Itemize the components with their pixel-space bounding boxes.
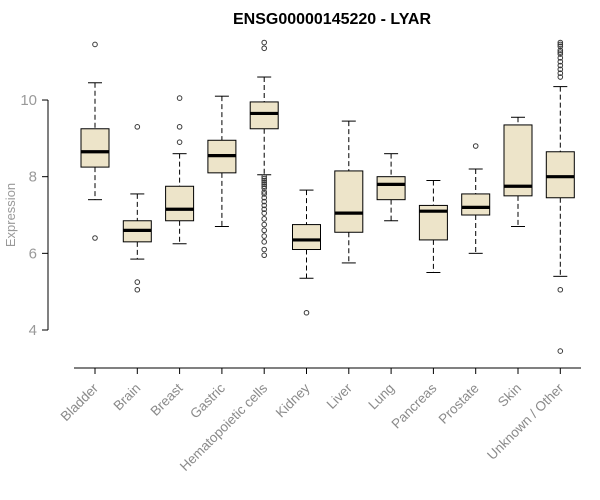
outlier-point	[261, 181, 268, 188]
chart-title: ENSG00000145220 - LYAR	[233, 11, 432, 28]
outlier-point	[261, 252, 268, 259]
x-tick-label: Skin	[495, 381, 524, 410]
outlier-point	[176, 95, 183, 101]
outlier-point	[557, 286, 564, 293]
outlier-point	[261, 39, 268, 46]
outlier-point	[557, 58, 564, 65]
outlier-point	[92, 235, 98, 241]
outlier-point	[261, 191, 268, 197]
outlier-point	[261, 45, 268, 52]
boxplot-brain	[122, 124, 152, 293]
boxplot-pancreas	[418, 180, 448, 274]
boxplot-skin	[503, 116, 533, 228]
y-axis-label: Expression	[3, 183, 18, 247]
outlier-point	[261, 189, 268, 195]
boxplot-unknown-other	[545, 39, 575, 354]
outlier-point	[261, 233, 268, 239]
x-tick-label: Kidney	[273, 380, 313, 420]
y-tick-label: 4	[29, 322, 37, 339]
outlier-point	[303, 309, 310, 316]
outlier-point	[261, 173, 268, 180]
outlier-point	[261, 239, 268, 245]
outlier-point	[261, 185, 268, 191]
outlier-point	[261, 206, 268, 213]
y-tick-label: 6	[29, 245, 37, 262]
x-tick-label: Prostate	[436, 381, 482, 427]
outlier-point	[557, 66, 564, 73]
outlier-point	[134, 286, 141, 293]
x-tick-label: Unknown / Other	[484, 380, 567, 463]
outlier-point	[134, 124, 141, 130]
x-tick-label: Gastric	[187, 380, 228, 421]
outlier-point	[557, 74, 564, 80]
outlier-point	[261, 177, 268, 184]
outlier-point	[261, 216, 268, 222]
outlier-point	[134, 279, 141, 285]
y-tick-label: 10	[20, 92, 37, 109]
outlier-point	[92, 41, 98, 48]
x-tick-label: Brain	[111, 381, 144, 414]
outlier-point	[557, 55, 564, 61]
boxplot-breast	[165, 95, 195, 245]
x-tick-label: Breast	[148, 380, 186, 418]
outlier-point	[261, 210, 268, 216]
outlier-point	[261, 179, 268, 186]
outlier-point	[261, 246, 268, 253]
boxplot-liver	[334, 120, 364, 264]
boxplot-gastric	[207, 95, 237, 228]
outlier-point	[176, 139, 183, 145]
outlier-point	[472, 143, 479, 149]
outlier-point	[261, 227, 268, 234]
x-tick-label: Bladder	[58, 380, 102, 424]
y-axis: 4 6 8 10	[20, 92, 49, 339]
outlier-point	[261, 183, 268, 190]
boxplot-lung	[376, 153, 406, 222]
outlier-point	[261, 198, 268, 205]
boxplot-hematopoietic-cells	[249, 39, 279, 259]
outlier-point	[261, 202, 268, 209]
outlier-point	[557, 39, 564, 46]
x-tick-label: Lung	[365, 381, 397, 413]
outlier-point	[261, 221, 268, 228]
outlier-point	[261, 175, 268, 182]
outlier-point	[557, 70, 564, 76]
outlier-point	[557, 348, 564, 354]
outlier-point	[557, 62, 564, 69]
y-tick-label: 8	[29, 169, 37, 186]
boxplot-kidney	[292, 189, 321, 316]
x-tick-label: Pancreas	[389, 380, 440, 431]
outlier-point	[261, 194, 268, 201]
boxplot-bladder	[80, 41, 110, 241]
x-tick-label: Liver	[324, 380, 356, 412]
outlier-point	[557, 43, 564, 50]
outlier-point	[557, 51, 564, 57]
boxplot-prostate	[461, 143, 491, 254]
outlier-point	[557, 41, 564, 48]
outlier-point	[557, 47, 564, 53]
outlier-point	[557, 49, 564, 55]
outlier-point	[176, 124, 183, 130]
